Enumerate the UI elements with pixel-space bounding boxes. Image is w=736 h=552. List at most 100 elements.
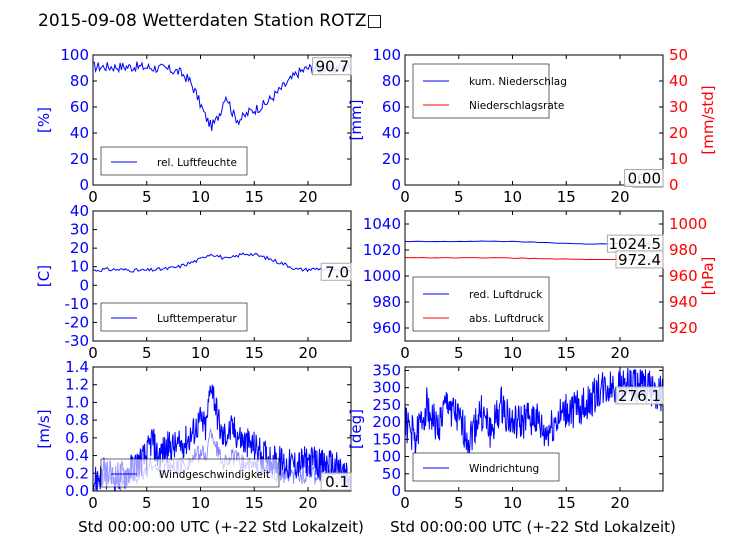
series-group: [93, 252, 351, 275]
x-tick-label: 15: [245, 188, 264, 206]
y-tick-label: 60: [70, 98, 89, 116]
legend: Windrichtung: [412, 452, 560, 482]
legend-box: [100, 146, 248, 176]
axes-frame: [92, 54, 352, 186]
x-tick-label: 5: [142, 344, 152, 362]
y-axis-label: [deg]: [347, 409, 365, 449]
current-value-box: [312, 57, 352, 76]
y-tick-label: 100: [372, 46, 401, 64]
y-tick-label: 350: [372, 361, 401, 379]
y-tick-label-right: 1000: [669, 215, 707, 233]
x-tick-label: 0: [400, 344, 410, 362]
y-tick-label: 0.0: [65, 482, 89, 500]
y-tick-label: 0: [391, 482, 401, 500]
y-tick-label-right: 0: [669, 176, 679, 194]
series-line: [93, 61, 351, 131]
y-tick-label: 1020: [363, 241, 401, 259]
legend: Lufttemperatur: [100, 302, 248, 332]
axes-frame: [404, 54, 664, 186]
y-tick-label: 10: [70, 258, 89, 276]
x-tick-label: 5: [454, 494, 464, 512]
y-tick-label-right: 20: [669, 124, 688, 142]
y-tick-label: -20: [65, 313, 90, 331]
panel-wind-speed: 0 5 10 15 20 0.00.20.40.60.81.01.21.4 [m/s] 0.1…: [35, 358, 352, 512]
y-tick-label: 20: [70, 150, 89, 168]
x-tick-label: 15: [245, 344, 264, 362]
x-tick-label: 0: [88, 344, 98, 362]
current-value-box: [624, 169, 664, 187]
x-tick-label: 20: [298, 494, 317, 512]
x-tick-label: 15: [557, 188, 576, 206]
panel-pressure: 0 5 10 15 20 960 980 1000 1020 1040 920 940 960 980 10…: [363, 210, 717, 362]
legend-box: [100, 458, 280, 488]
legend-label: Niederschlagsrate: [469, 100, 564, 112]
y-tick-label-right: 40: [669, 72, 688, 90]
y-tick-label: 0: [391, 176, 401, 194]
series-line: [405, 367, 663, 458]
y-tick-label: 20: [382, 150, 401, 168]
y-tick-label: 250: [372, 396, 401, 414]
y-tick-label: 0: [79, 276, 89, 294]
y-tick-label-right: 10: [669, 150, 688, 168]
x-tick-label: 20: [610, 494, 629, 512]
panel-precipitation: 0 5 10 15 20 0 20 40 60 80 100 [mm] 0 10 20 30 40 50 [mm/s…: [347, 46, 717, 206]
y-tick-label: 50: [382, 465, 401, 483]
y-axis-label: [C]: [35, 265, 53, 287]
series-group: [405, 367, 663, 458]
y-tick-label: 60: [382, 98, 401, 116]
y-tick-label: 1.2: [65, 376, 89, 394]
current-value: 7.0: [325, 263, 349, 281]
x-tick-label: 0: [88, 188, 98, 206]
x-tick-label: 10: [191, 344, 210, 362]
y-tick-label: 0.4: [65, 447, 89, 465]
x-tick-label: 10: [503, 344, 522, 362]
y-tick-label: 960: [372, 319, 401, 337]
series-line: [93, 252, 351, 275]
y-tick-label: -30: [65, 332, 90, 350]
y-tick-label: 150: [372, 430, 401, 448]
figure-title: 2015-09-08 Wetterdaten Station ROTZ□: [38, 11, 383, 31]
current-value-box: [320, 262, 352, 281]
current-value-right: 972.4: [618, 251, 661, 269]
legend-box: [412, 452, 560, 482]
x-tick-label: 0: [88, 494, 98, 512]
axes-frame: [404, 366, 664, 492]
y-tick-label: 1040: [363, 215, 401, 233]
panel-wind-direction: 0 5 10 15 20050100150200250300350[deg]276.1W…: [347, 361, 664, 512]
legend-label: abs. Luftdruck: [469, 313, 545, 325]
current-value: 90.7: [316, 58, 349, 76]
y-tick-label: 0.6: [65, 429, 89, 447]
y-tick-label: 300: [372, 379, 401, 397]
x-tick-label: 15: [557, 344, 576, 362]
y-tick-label: 40: [70, 124, 89, 142]
current-value: 276.1: [618, 387, 661, 405]
legend: red. Luftdruck abs. Luftdruck: [412, 276, 550, 332]
legend: rel. Luftfeuchte: [100, 146, 248, 176]
x-tick-label: 10: [503, 188, 522, 206]
legend-label: Windrichtung: [469, 463, 539, 475]
x-tick-label: 10: [191, 494, 210, 512]
legend: Windgeschwindigkeit: [100, 458, 280, 488]
y-tick-label: 0.8: [65, 411, 89, 429]
legend: kum. Niederschlag Niederschlagsrate: [412, 63, 567, 119]
x-axis-label-right: Std 00:00:00 UTC (+-22 Std Lokalzeit): [390, 518, 676, 536]
y-tick-label: 1.4: [65, 358, 89, 376]
legend-label: red. Luftdruck: [469, 289, 543, 301]
x-tick-label: 20: [298, 344, 317, 362]
current-value: 1024.5: [609, 235, 662, 253]
x-tick-label: 20: [610, 188, 629, 206]
legend-label: Lufttemperatur: [157, 313, 237, 325]
panel-humidity: 0 5 10 15 20 0 20 40 60 80 100 [%] 90.7 rel. Luftfeuc…: [35, 46, 352, 206]
x-tick-label: 0: [400, 494, 410, 512]
legend-box: [100, 302, 248, 332]
x-tick-label: 20: [610, 344, 629, 362]
x-tick-label: 5: [142, 188, 152, 206]
y-axis-label: [%]: [35, 107, 53, 133]
x-tick-label: 20: [298, 188, 317, 206]
x-tick-label: 10: [191, 188, 210, 206]
series-group: [93, 61, 351, 131]
y-tick-label: 20: [70, 239, 89, 257]
y-tick-label-right: 50: [669, 46, 688, 64]
y-tick-label: 30: [70, 221, 89, 239]
legend-label: kum. Niederschlag: [469, 76, 567, 88]
